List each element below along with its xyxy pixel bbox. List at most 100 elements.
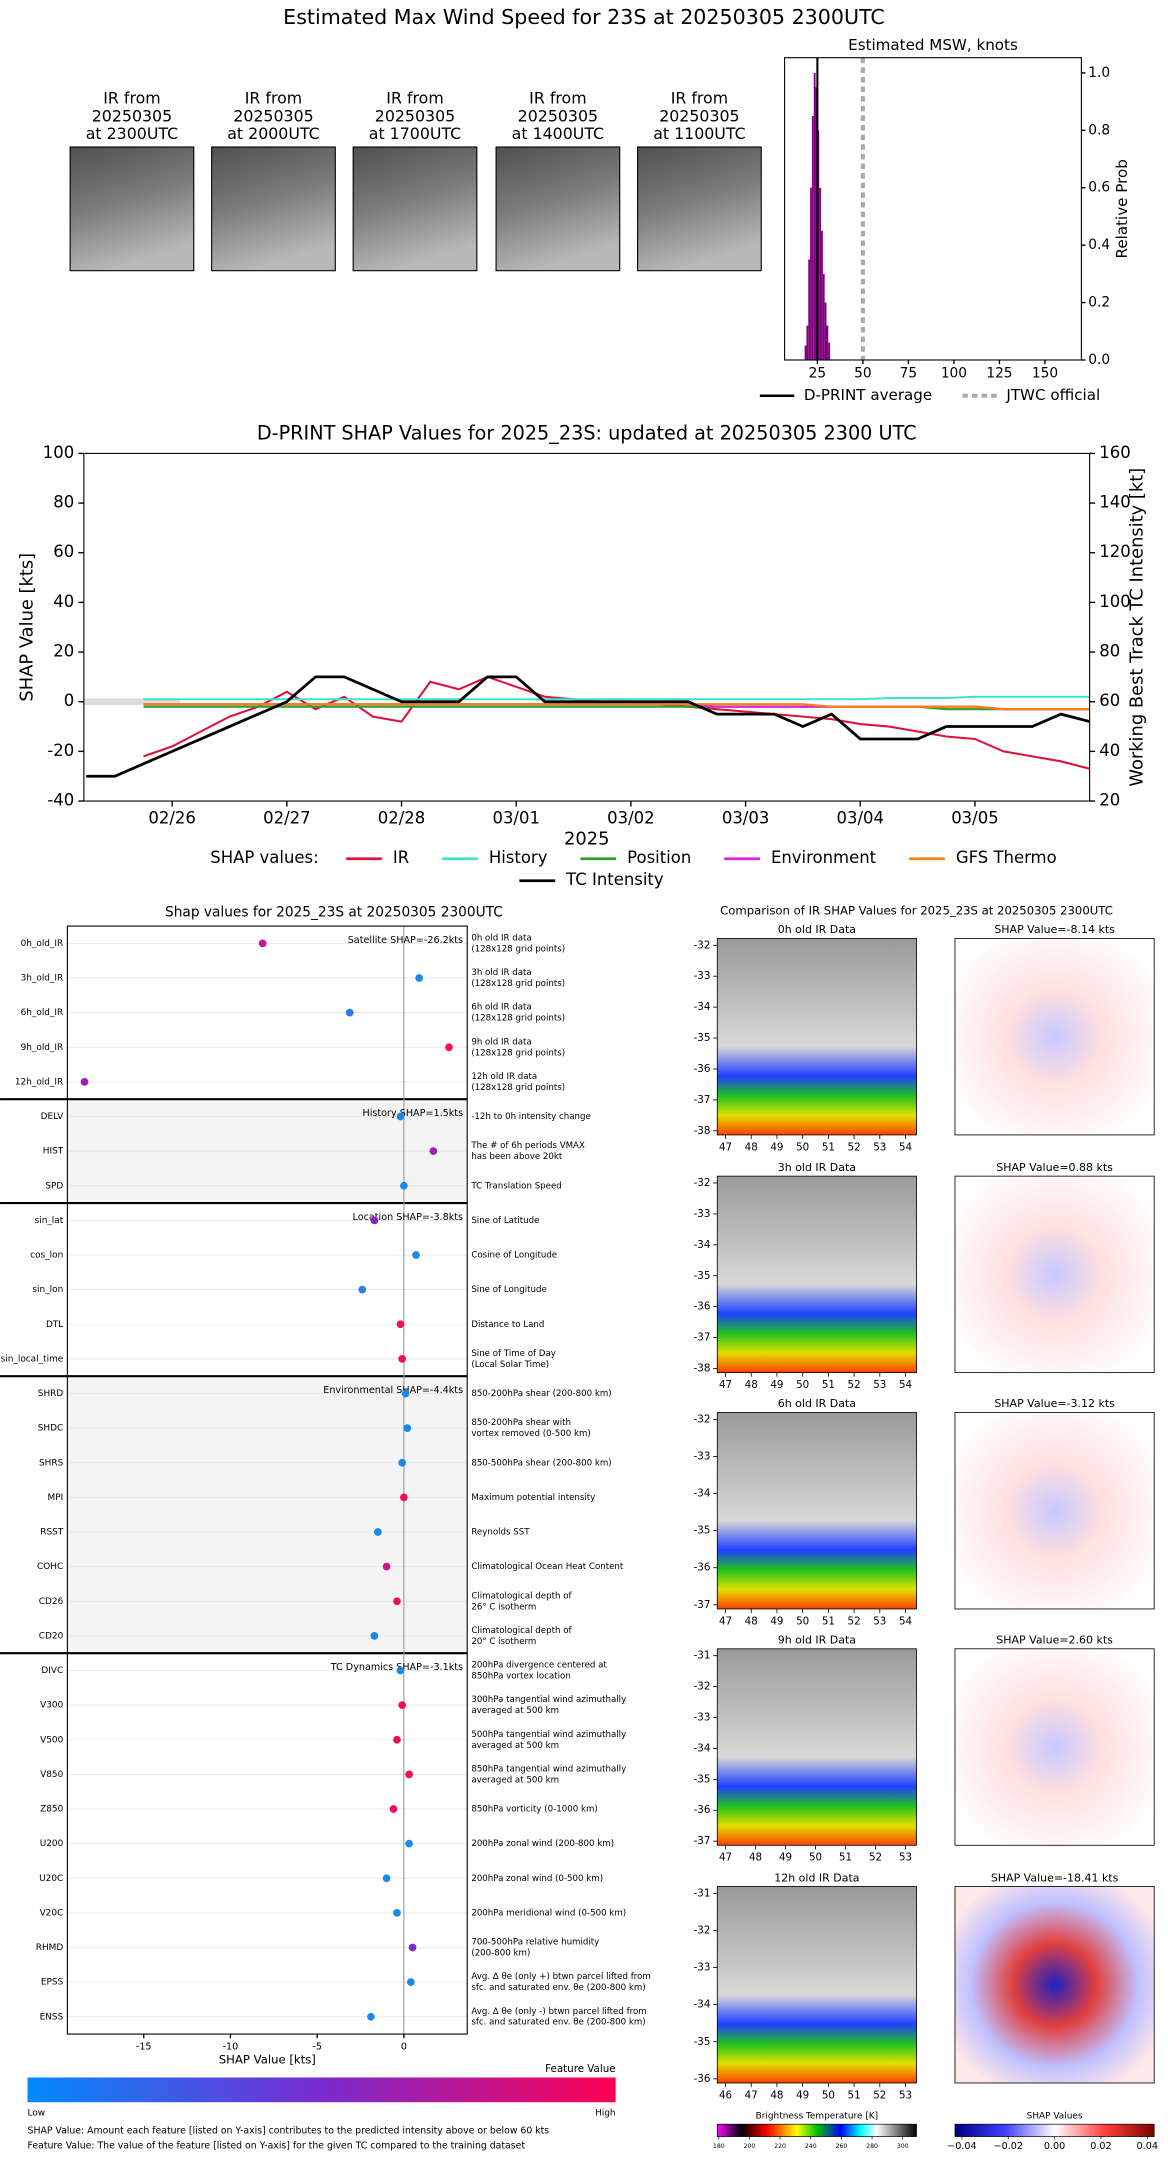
figure-title: Estimated Max Wind Speed for 23S at 2025… — [283, 5, 885, 29]
thumbnail-label: IR from — [386, 88, 443, 107]
x-tick-label: 52 — [848, 1615, 861, 1627]
dot — [406, 1978, 415, 1986]
x-tick-label: 03/05 — [951, 808, 998, 827]
feature-description: vortex removed (0-500 km) — [471, 1429, 590, 1439]
x-tick-label: 50 — [796, 1615, 809, 1627]
x-tick-label: 50 — [822, 2089, 835, 2101]
dot — [396, 1666, 405, 1675]
thumbnail-label: 20250305 — [659, 106, 739, 125]
feature-name: Z850 — [40, 1805, 63, 1815]
feature-description: (128x128 grid points) — [471, 979, 565, 989]
x-tick-label: 02/26 — [148, 808, 195, 827]
shap-map — [954, 1648, 1155, 1846]
colorbar-tick-label: 200 — [744, 2143, 756, 2150]
shap-title: SHAP Value=-3.12 kts — [994, 1397, 1115, 1410]
x-tick-label: 48 — [770, 2089, 783, 2101]
colorbar-tick-label: 0.00 — [1044, 2141, 1065, 2152]
dot — [396, 1320, 405, 1329]
x-tick-label: 53 — [899, 2089, 912, 2101]
y-tick-label: 40 — [53, 592, 74, 611]
dot — [400, 1493, 408, 1502]
feature-description: Climatological depth of — [471, 1591, 572, 1601]
y-tick-label: -37 — [694, 1094, 711, 1106]
feature-description: (128x128 grid points) — [471, 1048, 565, 1058]
shap-map — [954, 938, 1155, 1136]
colorbar-label: Feature Value — [545, 2063, 615, 2075]
feature-name: CD20 — [39, 1631, 64, 1641]
colorbar-tick-label: 0.02 — [1090, 2141, 1111, 2152]
feature-description: (128x128 grid points) — [471, 944, 565, 954]
bar — [822, 273, 825, 360]
x-tick-label: 03/02 — [607, 808, 654, 827]
dot — [382, 1874, 391, 1883]
feature-name: SHDC — [38, 1424, 63, 1434]
y-tick-label: -34 — [694, 1239, 711, 1251]
dot — [401, 1389, 410, 1398]
series-line — [143, 703, 1090, 711]
colorbar — [716, 2123, 917, 2137]
y-tick-label: -38 — [694, 1125, 711, 1137]
feature-name: 12h_old_IR — [15, 1077, 63, 1087]
feature-name: CD26 — [39, 1597, 64, 1607]
ir-image — [716, 1648, 917, 1846]
x-tick-label: 51 — [822, 1141, 835, 1153]
feature-name: SPD — [45, 1181, 63, 1191]
shap-title: SHAP Value=2.60 kts — [996, 1634, 1113, 1647]
y2-tick-label: 160 — [1099, 443, 1130, 462]
x-tick-label: 48 — [749, 1852, 762, 1864]
feature-description: Avg. Δ θe (only +) btwn parcel lifted fr… — [471, 1972, 651, 1982]
x-tick-label: 52 — [848, 1141, 861, 1153]
x-tick-label: 03/04 — [837, 808, 884, 827]
chart-title: Estimated MSW, knots — [848, 36, 1018, 54]
shap-map — [954, 1412, 1155, 1610]
feature-description: 850hPa vorticity (0-1000 km) — [471, 1805, 598, 1815]
y-tick-label: 0.4 — [1088, 237, 1110, 253]
feature-description: averaged at 500 km — [471, 1706, 559, 1716]
y-tick-label: -34 — [694, 1999, 711, 2011]
x-tick-label: -15 — [136, 2041, 152, 2052]
colorbar — [954, 2123, 1155, 2137]
x-tick-label: 50 — [796, 1141, 809, 1153]
group-band — [67, 1376, 468, 1654]
x-tick-label: 48 — [745, 1379, 758, 1391]
colorbar-tick-label: 0.04 — [1137, 2141, 1158, 2152]
feature-description: 300hPa tangential wind azimuthally — [471, 1695, 626, 1705]
feature-description: 20° C isotherm — [471, 1637, 536, 1647]
y-tick-label: -34 — [694, 1488, 711, 1500]
series-line — [143, 675, 1090, 770]
dot — [396, 1112, 405, 1121]
x-tick-label: 47 — [719, 1141, 732, 1153]
feature-description: The # of 6h periods VMAX — [470, 1141, 585, 1151]
y-tick-label: -33 — [694, 1962, 711, 1974]
ir-title: 3h old IR Data — [778, 1161, 856, 1174]
series-line — [86, 675, 1090, 778]
x-tick-label: 54 — [899, 1379, 912, 1391]
feature-name: U20C — [39, 1874, 63, 1884]
x-tick-label: 150 — [1032, 366, 1058, 382]
feature-description: 0h old IR data — [471, 933, 531, 943]
feature-name: COHC — [37, 1562, 63, 1572]
group-label: Satellite SHAP=-26.2kts — [348, 935, 463, 946]
dot — [393, 1909, 401, 1917]
legend-label: Environment — [771, 848, 877, 867]
feature-name: sin_lat — [35, 1216, 64, 1226]
y2-tick-label: 140 — [1099, 493, 1130, 512]
axes-frame — [66, 925, 468, 2035]
feature-description: has been above 20kt — [471, 1152, 563, 1162]
y-tick-label: 60 — [53, 542, 74, 561]
feature-name: SHRD — [38, 1389, 64, 1399]
dot — [412, 1251, 420, 1259]
y2-tick-label: 60 — [1099, 691, 1120, 710]
ir-title: 9h old IR Data — [778, 1634, 856, 1647]
thumbnail-label: 20250305 — [233, 106, 313, 125]
feature-description: 6h old IR data — [471, 1003, 531, 1013]
colorbar-low: Low — [28, 2109, 46, 2119]
legend-label: IR — [393, 848, 409, 867]
feature-description: -12h to 0h intensity change — [471, 1112, 590, 1122]
thumbnail-label: IR from — [529, 88, 586, 107]
y-tick-label: -36 — [694, 2073, 711, 2085]
y2-tick-label: 20 — [1099, 791, 1120, 810]
feature-name: DTL — [46, 1320, 63, 1330]
dot — [393, 1735, 401, 1744]
ir-image — [716, 1175, 917, 1374]
